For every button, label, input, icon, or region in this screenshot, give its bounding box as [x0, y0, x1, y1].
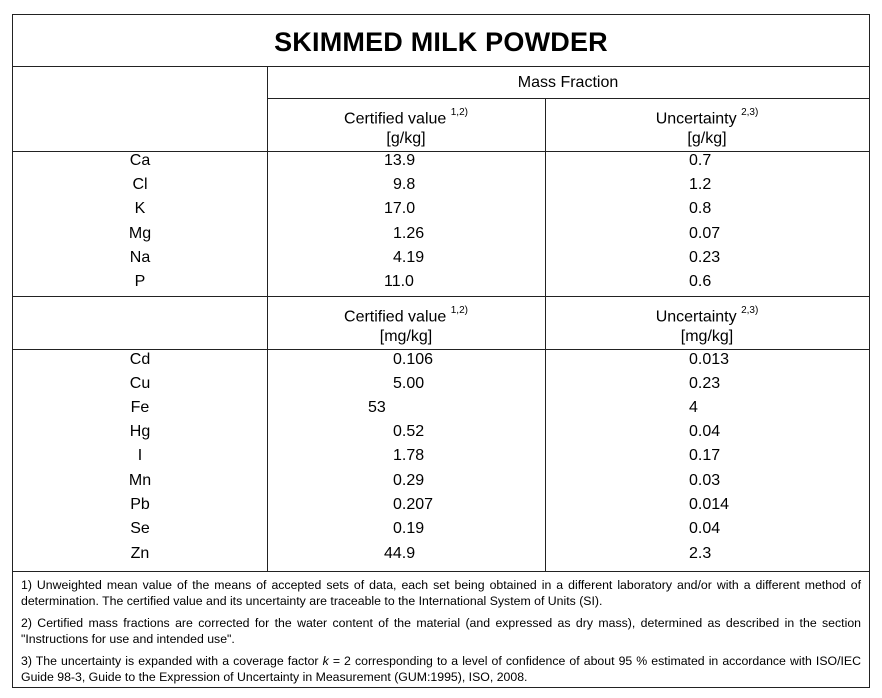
- value-cell: 0.29: [393, 472, 425, 489]
- element-cell: Pb: [130, 496, 150, 513]
- uncertainty-cell: 0.7: [689, 152, 712, 169]
- uncertainty-cell: 0.04: [689, 423, 721, 440]
- certified-value-header-mgkg: Certified value 1,2) [mg/kg]: [344, 305, 468, 346]
- uncertainty-cell: 2.3: [689, 545, 712, 562]
- certificate-table: SKIMMED MILK POWDER Mass Fraction Certif…: [12, 14, 870, 688]
- value-cell: 44.9: [384, 545, 416, 562]
- value-cell: 5.00: [393, 375, 425, 392]
- uncertainty-cell: 0.013: [689, 351, 730, 368]
- rule-above-notes: [13, 571, 869, 572]
- rule-under-group: [267, 98, 869, 99]
- element-cell: Mg: [128, 225, 152, 242]
- table-title: SKIMMED MILK POWDER: [13, 15, 869, 67]
- value-cell: 0.207: [393, 496, 434, 513]
- uncertainty-cell: 0.23: [689, 249, 721, 266]
- rule-under-header1: [13, 151, 869, 152]
- value-cell: 0.106: [393, 351, 434, 368]
- element-cell: Hg: [129, 423, 151, 440]
- value-cell: 11.0: [384, 273, 414, 290]
- uncertainty-cell: 1.2: [689, 176, 712, 193]
- uncertainty-cell: 0.23: [689, 375, 721, 392]
- certified-value-header-gkg: Certified value 1,2) [g/kg]: [344, 107, 468, 148]
- value-cell: 53: [368, 399, 386, 416]
- element-cell: Cl: [132, 176, 148, 193]
- value-cell: 1.78: [393, 447, 425, 464]
- element-cell: I: [137, 447, 143, 464]
- value-cell: 13.9: [384, 152, 416, 169]
- value-cell: 0.19: [393, 520, 425, 537]
- element-cell: Fe: [130, 399, 150, 416]
- element-cell: Se: [130, 520, 150, 537]
- rule-under-header2: [13, 349, 869, 350]
- uncertainty-cell: 0.03: [689, 472, 721, 489]
- value-cell: 17.0: [384, 200, 416, 217]
- uncertainty-cell: 0.8: [689, 200, 712, 217]
- uncertainty-cell: 0.17: [689, 447, 721, 464]
- uncertainty-cell: 0.6: [689, 273, 712, 290]
- value-cell: 9.8: [393, 176, 416, 193]
- element-cell: Na: [129, 249, 151, 266]
- element-cell: P: [134, 273, 146, 290]
- uncertainty-cell: 0.04: [689, 520, 721, 537]
- value-cell: 1.26: [393, 225, 425, 242]
- footnotes: 1) Unweighted mean value of the means of…: [13, 571, 869, 689]
- value-cell: 0.52: [393, 423, 425, 440]
- footnote-2: 2) Certified mass fractions are correcte…: [21, 616, 861, 646]
- uncertainty-cell: 4: [689, 399, 698, 416]
- value-cell: 4.19: [393, 249, 425, 266]
- column-divider-right: [545, 98, 546, 571]
- element-cell: Ca: [129, 152, 151, 169]
- column-divider-left: [267, 67, 268, 571]
- uncertainty-header-mgkg: Uncertainty 2,3) [mg/kg]: [655, 305, 759, 346]
- element-cell: Mn: [128, 472, 152, 489]
- rule-under-gkg-rows: [13, 296, 869, 297]
- element-cell: Zn: [130, 545, 150, 562]
- uncertainty-cell: 0.07: [689, 225, 721, 242]
- element-cell: Cd: [129, 351, 151, 368]
- uncertainty-cell: 0.014: [689, 496, 730, 513]
- element-cell: K: [134, 200, 146, 217]
- footnote-1: 1) Unweighted mean value of the means of…: [21, 578, 861, 608]
- mass-fraction-header: Mass Fraction: [517, 74, 619, 91]
- uncertainty-header-gkg: Uncertainty 2,3) [g/kg]: [655, 107, 759, 148]
- element-cell: Cu: [129, 375, 151, 392]
- footnote-3: 3) The uncertainty is expanded with a co…: [21, 654, 861, 684]
